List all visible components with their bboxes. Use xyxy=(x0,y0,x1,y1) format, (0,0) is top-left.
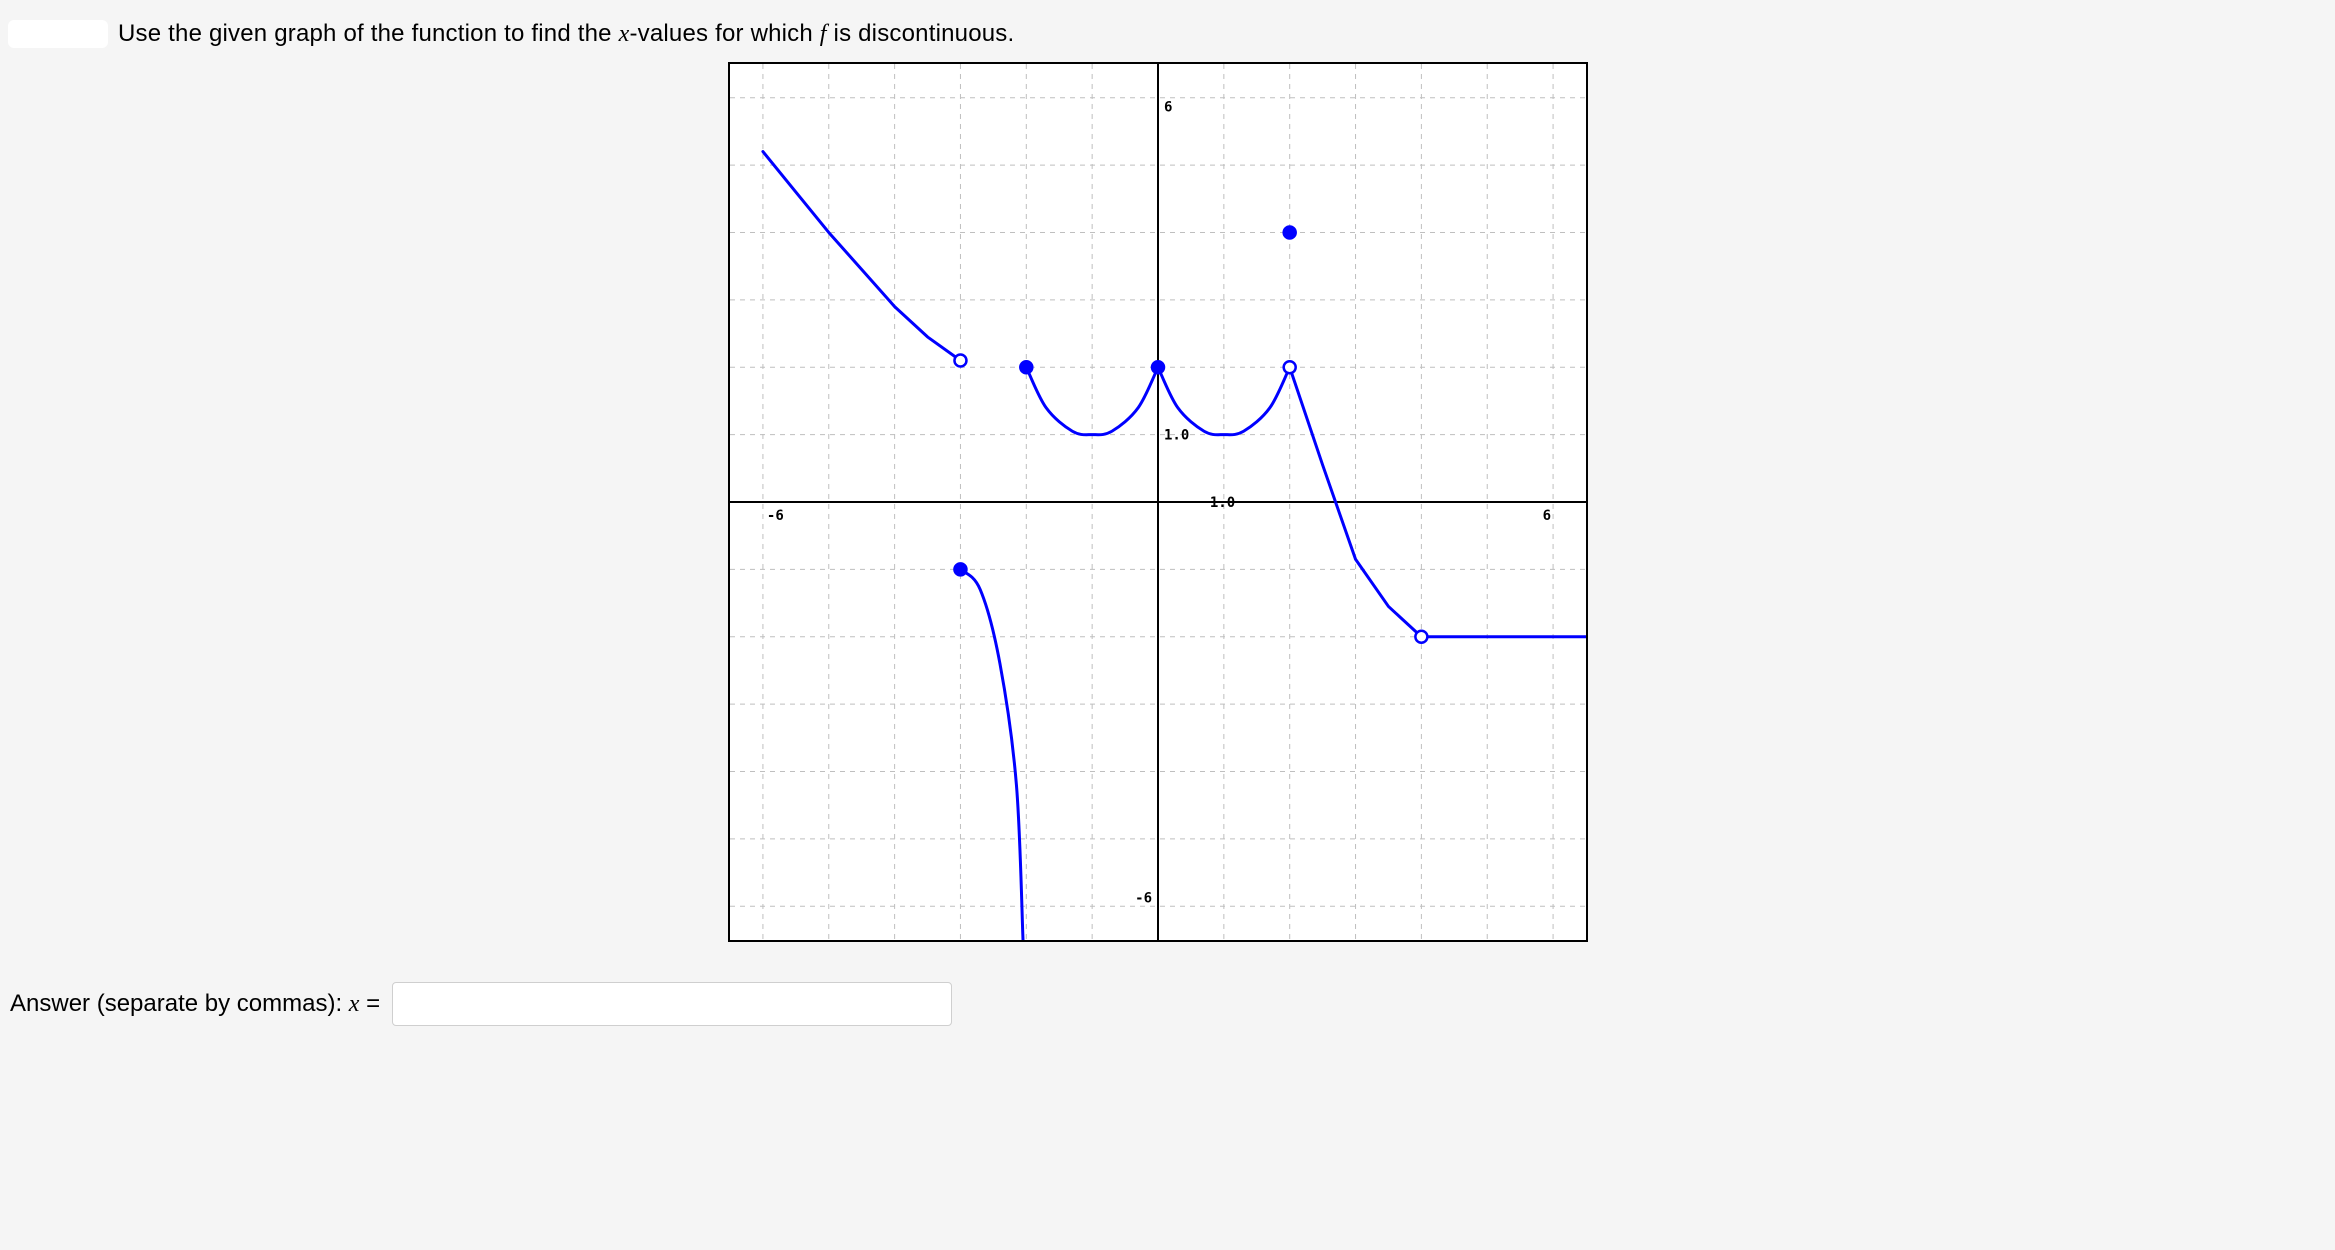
answer-eq: = xyxy=(359,990,380,1017)
svg-text:1.0: 1.0 xyxy=(1209,495,1234,511)
question-text-part2: -values for which xyxy=(629,20,819,47)
svg-text:6: 6 xyxy=(1542,508,1550,524)
answer-input[interactable] xyxy=(392,982,952,1026)
question-row: Use the given graph of the function to f… xyxy=(0,20,2315,48)
svg-text:-6: -6 xyxy=(1135,890,1152,906)
chart-container: -6 6 6 -6 1.0 1.0 xyxy=(0,62,2315,942)
answer-label-text: Answer (separate by commas): xyxy=(10,990,349,1017)
page-root: Use the given graph of the function to f… xyxy=(0,0,2335,1250)
svg-text:-6: -6 xyxy=(766,508,783,524)
question-text-part1: Use the given graph of the function to f… xyxy=(118,20,619,47)
question-var-x: x xyxy=(619,21,630,47)
answer-var-x: x xyxy=(349,991,360,1017)
svg-text:6: 6 xyxy=(1164,100,1172,116)
svg-text:1.0: 1.0 xyxy=(1164,428,1189,444)
question-label-blank xyxy=(8,20,108,48)
chart-frame: -6 6 6 -6 1.0 1.0 xyxy=(728,62,1588,942)
question-text: Use the given graph of the function to f… xyxy=(118,20,1014,48)
answer-row: Answer (separate by commas): x = xyxy=(0,982,2315,1026)
question-text-part3: is discontinuous. xyxy=(827,20,1015,47)
function-graph: -6 6 6 -6 1.0 1.0 xyxy=(730,64,1586,940)
answer-label: Answer (separate by commas): x = xyxy=(10,990,380,1018)
question-fn-f: f xyxy=(820,21,827,47)
